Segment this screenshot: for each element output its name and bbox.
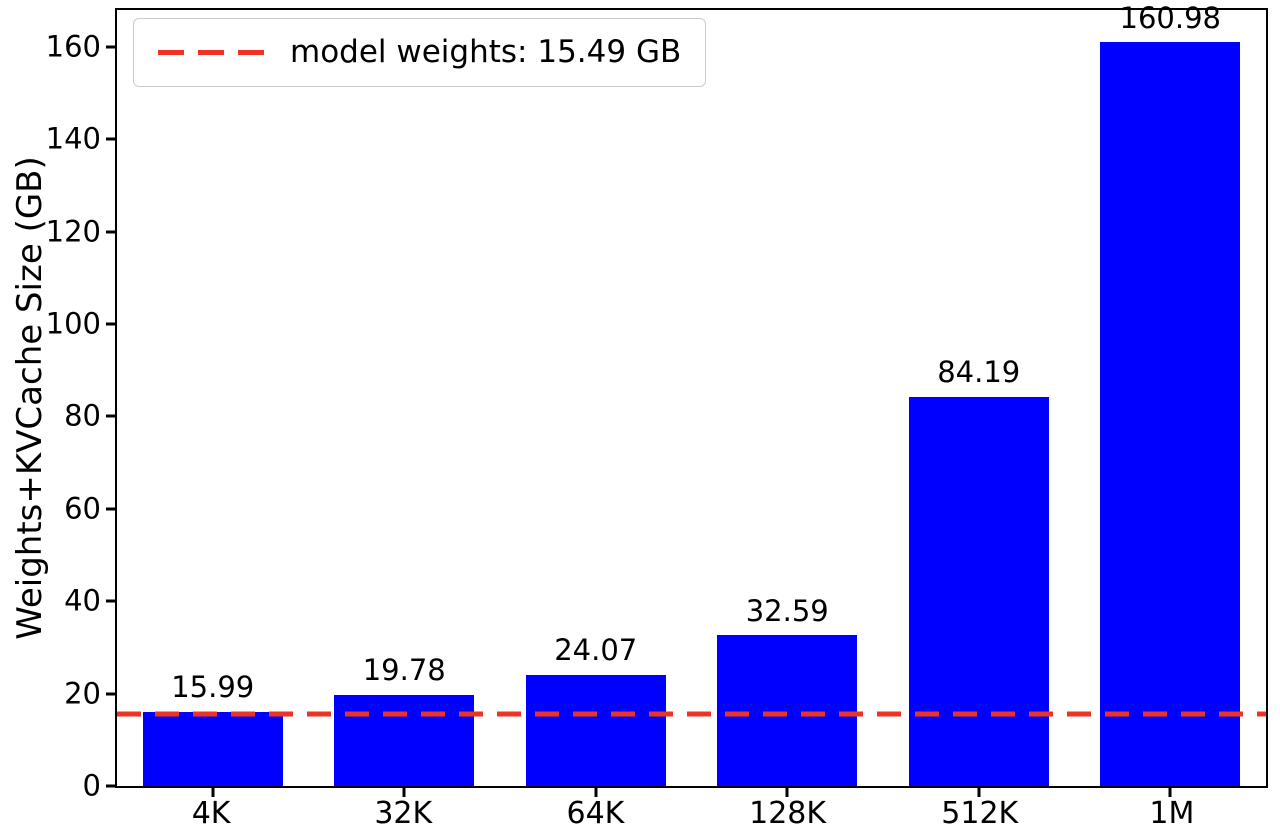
y-tick-label: 120: [45, 214, 101, 249]
x-tick-mark: [1168, 786, 1172, 797]
bar-value-label: 84.19: [937, 355, 1021, 390]
bar-value-label: 32.59: [745, 593, 829, 628]
bar-4k: [142, 712, 283, 786]
bar-32k: [334, 694, 475, 786]
y-tick-label: 60: [64, 491, 101, 526]
y-tick-label: 40: [64, 583, 101, 618]
bar-1m: [1100, 42, 1241, 786]
y-tick-label: 80: [64, 398, 101, 433]
y-tick-label: 20: [64, 676, 101, 711]
x-tick-label-64k: 64K: [566, 796, 625, 831]
y-axis-title: Weights+KVCache Size (GB): [10, 156, 50, 640]
bar-value-label: 24.07: [554, 632, 638, 667]
y-tick-mark: [106, 137, 117, 141]
plot-area: model weights: 15.49 GB 0 20 40 60 80 100 120 1…: [46, 2, 1268, 800]
x-tick-mark: [402, 786, 406, 797]
y-tick-mark: [106, 322, 117, 326]
bar-64k: [525, 674, 666, 786]
x-tick-label-1m: 1M: [1149, 796, 1195, 831]
x-tick-mark: [785, 786, 789, 797]
y-tick-mark: [106, 414, 117, 418]
legend-dashed-line-swatch: [158, 50, 266, 55]
bar-value-label: 15.99: [171, 670, 255, 705]
y-tick-mark: [106, 692, 117, 696]
x-axis-labels: 4K 32K 64K 128K 512K 1M: [115, 792, 1268, 834]
y-tick-label: 100: [45, 306, 101, 341]
y-tick-mark: [106, 784, 117, 788]
y-tick-label: 140: [45, 121, 101, 156]
y-tick-mark: [106, 230, 117, 234]
x-tick-label-128k: 128K: [749, 796, 827, 831]
bar-512k: [908, 397, 1049, 786]
y-tick-mark: [106, 599, 117, 603]
x-tick-label-4k: 4K: [191, 796, 231, 831]
bar-128k: [717, 635, 858, 786]
bar-value-label: 19.78: [362, 652, 446, 687]
x-tick-mark: [977, 786, 981, 797]
y-tick-label: 0: [82, 768, 101, 803]
legend: model weights: 15.49 GB: [133, 18, 707, 87]
y-tick-label: 160: [45, 29, 101, 64]
x-tick-mark: [594, 786, 598, 797]
x-tick-label-512k: 512K: [941, 796, 1019, 831]
reference-line: [117, 711, 1266, 717]
y-tick-mark: [106, 45, 117, 49]
x-tick-mark: [211, 786, 215, 797]
y-tick-mark: [106, 507, 117, 511]
bar-value-label: 160.98: [1119, 0, 1221, 35]
legend-label: model weights: 15.49 GB: [290, 34, 682, 70]
x-tick-label-32k: 32K: [374, 796, 433, 831]
